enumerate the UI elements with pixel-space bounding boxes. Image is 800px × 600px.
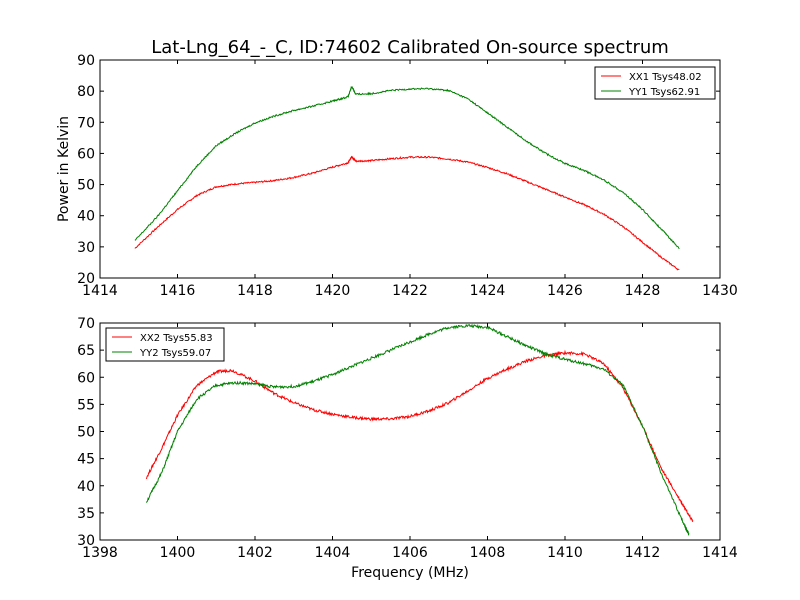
legend: XX2 Tsys55.83 YY2 Tsys59.07: [105, 327, 225, 362]
x-tick-label: 1412: [625, 545, 661, 561]
legend-entry: XX2 Tsys55.83: [140, 333, 213, 344]
x-tick-label: 1418: [237, 283, 273, 299]
y-tick-label: 20: [77, 271, 95, 287]
legend-box: [594, 66, 716, 100]
y-tick-label: 65: [77, 343, 95, 359]
x-tick-label: 1414: [82, 283, 118, 299]
x-tick-label: 1410: [547, 545, 583, 561]
legend: XX1 Tsys48.02 YY1 Tsys62.91: [594, 66, 716, 100]
y-tick-label: 40: [77, 209, 95, 225]
x-tick-label: 1416: [160, 283, 196, 299]
bottom-chart-xlabel: Frequency (MHz): [351, 565, 469, 581]
legend-entry: YY1 Tsys62.91: [628, 87, 700, 98]
y-tick-label: 80: [77, 84, 95, 100]
x-tick-label: 1430: [702, 283, 738, 299]
y-tick-label: 50: [77, 178, 95, 194]
x-tick-label: 1406: [392, 545, 428, 561]
x-tick-label: 1400: [160, 545, 196, 561]
top-chart: 1414 1416 1418 1420 1422 1424 1426 1428 1430 20 30…: [77, 53, 738, 299]
y-tick-label: 35: [77, 506, 95, 522]
y-tick-label: 70: [77, 316, 95, 332]
x-tick-label: 1420: [315, 283, 351, 299]
series-line-1: [146, 349, 694, 522]
legend-entry: YY2 Tsys59.07: [139, 348, 211, 359]
y-tick-label: 70: [77, 115, 95, 131]
x-tick-label: 1402: [237, 545, 273, 561]
y-tick-label: 45: [77, 452, 95, 468]
y-tick-label: 90: [77, 53, 95, 69]
legend-entry: XX1 Tsys48.02: [629, 72, 702, 83]
x-tick-label: 1398: [82, 545, 118, 561]
series-line-1: [134, 155, 680, 271]
series-line-2: [146, 323, 690, 536]
legend-box: [105, 327, 225, 362]
top-chart-ylabel: Power in Kelvin: [56, 116, 72, 222]
x-tick-label: 1428: [625, 283, 661, 299]
bottom-chart: 1398 1400 1402 1404 1406 1408 1410 1412 1414 30 35…: [77, 316, 738, 561]
y-tick-label: 55: [77, 397, 95, 413]
y-tick-label: 40: [77, 479, 95, 495]
x-tick-label: 1424: [470, 283, 506, 299]
series-line-2: [134, 86, 680, 250]
x-tick-label: 1426: [547, 283, 583, 299]
x-tick-label: 1408: [470, 545, 506, 561]
y-tick-label: 60: [77, 146, 95, 162]
y-tick-label: 30: [77, 533, 95, 549]
x-tick-label: 1404: [315, 545, 351, 561]
x-tick-label: 1422: [392, 283, 428, 299]
chart-title: Lat-Lng_64_-_C, ID:74602 Calibrated On-s…: [151, 37, 669, 58]
y-tick-label: 60: [77, 370, 95, 386]
x-tick-label: 1414: [702, 545, 738, 561]
y-tick-label: 30: [77, 240, 95, 256]
y-tick-label: 50: [77, 425, 95, 441]
